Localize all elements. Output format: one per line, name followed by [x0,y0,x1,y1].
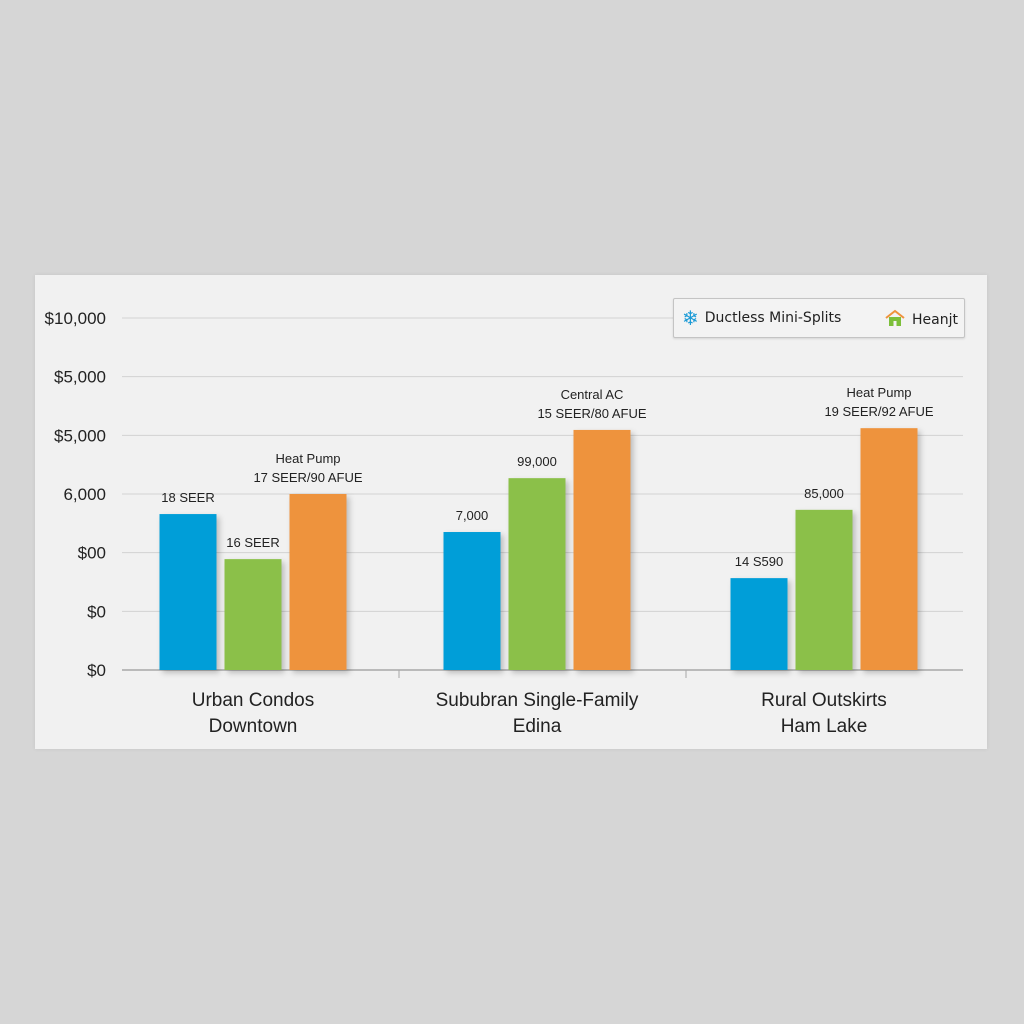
x-category-label: Urban Condos [192,690,315,711]
x-category-label: Edina [513,716,562,737]
bar [159,514,217,670]
bar [443,532,501,670]
bar [224,559,282,670]
y-tick-label: 6,000 [63,485,106,504]
y-tick-label: $00 [78,544,106,563]
data-label: 15 SEER/80 AFUE [537,406,646,421]
data-label: 14 S590 [735,554,783,569]
data-label: Heat Pump [275,451,340,466]
bar [860,428,918,670]
y-tick-label: $0 [87,602,106,621]
data-label: 7,000 [456,508,489,523]
data-label: 17 SEER/90 AFUE [253,470,362,485]
data-label: 99,000 [517,454,557,469]
bar [573,429,631,670]
bar [795,509,853,670]
x-category-label: Sububran Single-Family [436,690,639,711]
data-label: Heat Pump [846,385,911,400]
snowflake-icon: ❄ [682,306,699,330]
y-tick-label: $5,000 [54,368,106,387]
x-category-label: Downtown [209,716,298,737]
data-label: 19 SEER/92 AFUE [824,404,933,419]
house-icon [884,309,906,331]
legend-label: Ductless Mini-Splits [704,310,842,326]
x-category-label: Rural Outskirts [761,690,887,711]
y-tick-label: $5,000 [54,426,106,445]
data-label: 85,000 [804,486,844,501]
legend-item-ductless: ❄ Ductless Mini-Splits [682,306,842,330]
legend: ❄ Ductless Mini-Splits Heanjt [673,298,965,338]
y-tick-label: $0 [87,661,106,680]
bar [289,494,347,670]
legend-item-heat: Heanjt [884,309,958,331]
data-label: Central AC [561,387,624,402]
y-tick-label: $10,000 [45,309,106,328]
legend-label: Heanjt [912,312,958,328]
bar [508,478,566,670]
bar [730,578,788,670]
data-label: 18 SEER [161,490,214,505]
data-label: 16 SEER [226,535,279,550]
x-category-label: Ham Lake [781,716,868,737]
